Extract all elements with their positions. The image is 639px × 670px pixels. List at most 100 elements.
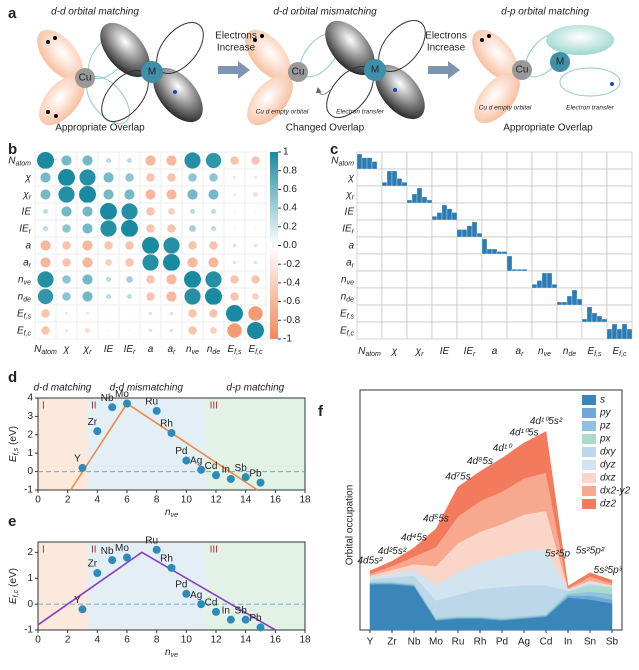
- label-sub: atom: [338, 161, 354, 168]
- x-tick-label: Ru: [452, 637, 465, 648]
- cell: [556, 151, 583, 170]
- histogram-bar: [511, 269, 518, 272]
- point: [241, 615, 250, 624]
- label-sub: ve: [544, 351, 552, 358]
- label-sub: f,s: [24, 314, 32, 321]
- label-sub: de: [568, 351, 576, 358]
- cell: [406, 219, 433, 238]
- cell: [381, 287, 408, 306]
- histogram-bar: [506, 255, 513, 272]
- row-label: Natom: [331, 155, 354, 168]
- cell: [381, 185, 408, 204]
- x-tick-label: 12: [210, 495, 222, 506]
- column-label: IEr: [124, 344, 136, 357]
- y-tick-label: 1: [27, 573, 33, 584]
- label-base: E: [227, 344, 234, 355]
- column-label: nde: [207, 344, 220, 357]
- correlation-dot: [184, 288, 201, 305]
- correlation-dot: [230, 292, 239, 301]
- histogram-bar: [521, 269, 528, 272]
- cell: [581, 151, 608, 170]
- label-base: IE: [464, 346, 474, 357]
- correlation-dot: [232, 192, 237, 197]
- correlation-dot: [145, 155, 156, 166]
- colorbar-tick-label: -0.4: [283, 278, 301, 289]
- cell: [581, 185, 608, 204]
- histogram-bar: [416, 187, 423, 204]
- cell: [481, 202, 508, 221]
- cell: [406, 287, 433, 306]
- x-tick-label: In: [564, 637, 572, 648]
- column-label: χ: [63, 344, 70, 355]
- orbital-diagram: [37, 22, 204, 126]
- point: [123, 553, 131, 562]
- correlation-dot: [163, 254, 180, 271]
- correlation-dot: [126, 157, 133, 164]
- cell: [481, 219, 508, 238]
- cell: [356, 236, 383, 255]
- histogram-bar: [426, 199, 433, 204]
- histogram-bar: [491, 248, 498, 255]
- cell: [581, 270, 608, 289]
- cell: [356, 321, 383, 340]
- label-base: IE: [440, 346, 450, 357]
- label-sub: r: [352, 229, 355, 236]
- cell: [381, 270, 408, 289]
- point: [212, 607, 220, 616]
- y-tick-label: 2: [27, 547, 33, 558]
- cell: [356, 287, 383, 306]
- label-sub: f,c: [347, 331, 355, 338]
- correlation-dot: [163, 237, 180, 254]
- cell: [356, 219, 383, 238]
- column-label: IE: [104, 344, 114, 355]
- cell: [506, 321, 533, 340]
- legend-label: pz: [599, 421, 611, 432]
- column-label: Ef,c: [612, 346, 627, 359]
- correlation-dot: [121, 203, 138, 220]
- x-tick-label: Y: [367, 637, 374, 648]
- plot-frame: [37, 541, 306, 631]
- cell: [581, 202, 608, 221]
- label-base: a: [492, 346, 498, 357]
- configuration-label: 4d²5s²: [378, 546, 407, 557]
- histogram-bar: [541, 272, 548, 289]
- cell: [531, 253, 558, 272]
- x-tick-label: Sn: [584, 637, 596, 648]
- colorbar: [270, 152, 278, 339]
- correlation-dot: [146, 275, 155, 284]
- label-base: χ: [415, 346, 422, 357]
- label-base: χ: [22, 189, 29, 200]
- cell: [406, 168, 433, 187]
- cell: [356, 253, 383, 272]
- cell: [531, 321, 558, 340]
- y-tick-label: 0: [27, 466, 33, 477]
- label-sub: f,c: [619, 351, 627, 358]
- correlation-dot: [82, 206, 93, 217]
- x-tick-label: 0: [35, 495, 41, 506]
- legend-swatch: [582, 460, 596, 470]
- colorbar-tick-label: 0.0: [283, 240, 297, 251]
- arrow: [428, 61, 460, 79]
- histogram-bar: [596, 315, 603, 323]
- x-tick-label: Nb: [408, 637, 421, 648]
- region: [86, 542, 206, 630]
- correlation-dot: [184, 152, 201, 169]
- correlation-dot: [128, 312, 131, 315]
- correlation-dot: [187, 257, 198, 268]
- correlation-dot: [125, 173, 134, 182]
- correlation-dot: [125, 258, 134, 267]
- cell: [481, 253, 508, 272]
- correlation-dot: [253, 260, 258, 265]
- correlation-dot: [247, 322, 264, 339]
- note: Electron transfer: [566, 105, 615, 112]
- label-base: E: [612, 346, 619, 357]
- correlation-dot: [230, 275, 239, 284]
- point-label: Pb: [249, 613, 262, 624]
- cell: [481, 321, 508, 340]
- label-base: a: [25, 240, 31, 251]
- configuration-label: 4d¹⁰5s²: [530, 416, 563, 427]
- cell: [506, 270, 533, 289]
- cell: [406, 321, 433, 340]
- histogram-bar: [461, 229, 468, 238]
